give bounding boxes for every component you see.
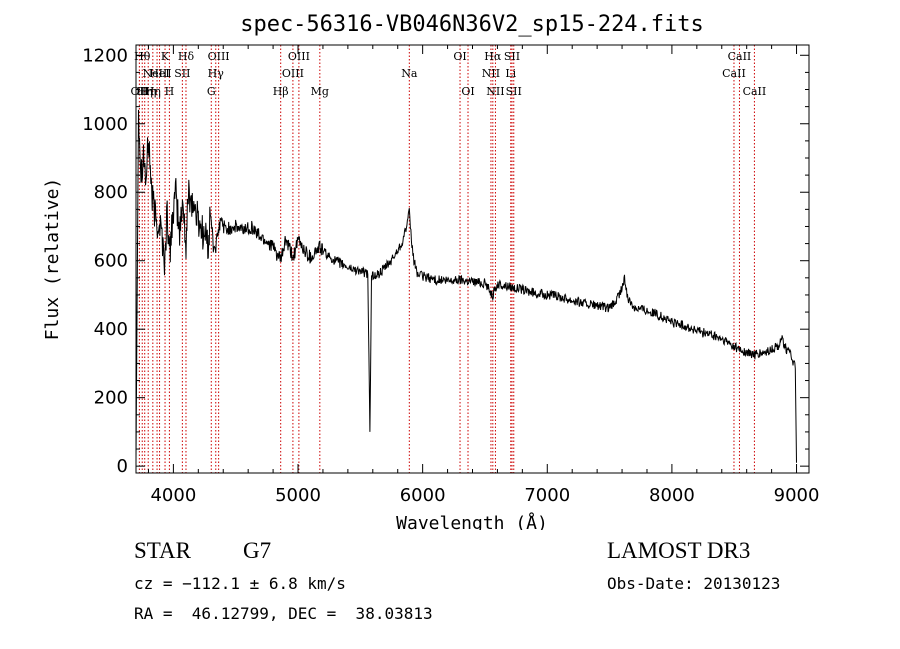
y-tick-label-5: 1000	[82, 114, 128, 135]
line-label-4: Hη	[145, 85, 161, 98]
spectrum-line-0	[135, 109, 797, 463]
x-tick-label-2: 6000	[400, 485, 446, 506]
line-label-11: G	[207, 85, 216, 98]
line-label-28: CaII	[728, 50, 752, 63]
observation-date: Obs-Date: 20130123	[607, 574, 781, 593]
line-label-1: Hθ	[134, 50, 151, 63]
y-tick-label-1: 200	[94, 388, 128, 409]
redshift-velocity: cz = −112.1 ± 6.8 km/s	[134, 574, 346, 593]
sky-coordinates: RA = 46.12799, DEC = 38.03813	[134, 604, 433, 623]
line-label-12: Hγ	[208, 67, 225, 80]
line-label-8: H	[165, 85, 175, 98]
line-label-19: OI	[453, 50, 466, 63]
line-label-15: OIII	[282, 67, 304, 80]
line-label-18: Na	[401, 67, 418, 80]
line-label-20: OI	[461, 85, 474, 98]
line-label-9: SII	[174, 67, 190, 80]
y-axis-label: Flux (relative)	[42, 178, 63, 341]
x-tick-label-1: 5000	[275, 485, 321, 506]
line-label-17: Mg	[311, 85, 329, 98]
line-label-13: OIII	[208, 50, 230, 63]
line-label-10: Hδ	[178, 50, 195, 63]
y-axis: 0 200 400 600 800 1000 1200	[82, 45, 809, 477]
x-tick-label-5: 9000	[774, 485, 820, 506]
line-label-6: HeI	[149, 67, 169, 80]
x-axis: 4000 5000 6000 7000 8000 9000	[147, 45, 820, 506]
y-tick-label-0: 0	[117, 456, 128, 477]
line-label-0: OII	[131, 85, 149, 98]
survey-name: LAMOST DR3	[607, 538, 751, 563]
line-label-29: CaII	[743, 85, 767, 98]
line-label-21: NII	[482, 67, 500, 80]
object-subclass: G7	[243, 538, 272, 563]
spectral-line-markers	[138, 45, 755, 473]
spectrum-chart: spec-56316-VB046N36V2_sp15-224.fits OIIH…	[42, 12, 820, 530]
spectral-line-labels: OIIHθHηHηHηNeIIIHeIKHSIIHδGHγOIIIHβOIIIO…	[131, 50, 767, 98]
y-tick-label-6: 1200	[82, 45, 128, 66]
spectrum-series	[135, 109, 797, 463]
plot-frame	[135, 44, 810, 474]
x-tick-label-3: 7000	[524, 485, 570, 506]
line-label-26: SII	[506, 85, 522, 98]
x-tick-label-0: 4000	[150, 485, 196, 506]
line-label-2: Hη	[137, 85, 153, 98]
chart-title: spec-56316-VB046N36V2_sp15-224.fits	[240, 12, 704, 37]
line-label-24: Li	[505, 67, 516, 80]
line-label-7: K	[161, 50, 170, 63]
line-label-23: NII	[486, 85, 504, 98]
line-label-3: Hη	[140, 85, 156, 98]
y-tick-label-2: 400	[94, 319, 128, 340]
x-tick-label-4: 8000	[649, 485, 695, 506]
x-axis-label: Wavelength (Å)	[396, 512, 548, 530]
line-label-22: Hα	[484, 50, 502, 63]
y-tick-label-3: 600	[94, 251, 128, 272]
line-label-16: OIII	[288, 50, 310, 63]
line-label-27: CaII	[722, 67, 746, 80]
line-label-25: SII	[504, 50, 520, 63]
line-label-14: Hβ	[273, 85, 289, 98]
object-class: STAR	[134, 538, 191, 563]
line-label-5: NeIII	[142, 67, 171, 80]
y-tick-label-4: 800	[94, 182, 128, 203]
